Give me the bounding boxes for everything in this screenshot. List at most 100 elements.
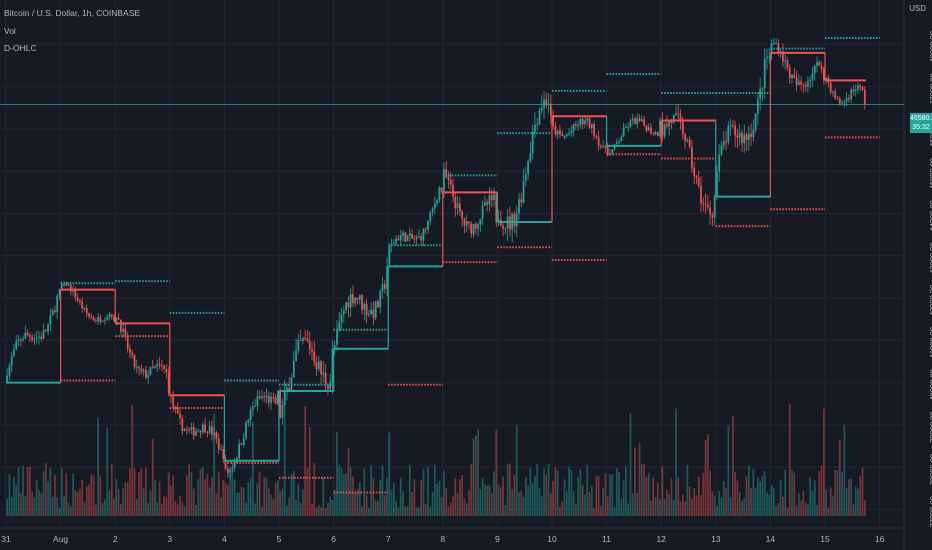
candle-body bbox=[222, 449, 225, 459]
candle-body bbox=[822, 68, 825, 81]
volume-bar bbox=[308, 427, 311, 516]
candle-body bbox=[456, 203, 459, 209]
volume-bar bbox=[26, 467, 29, 516]
volume-legend[interactable]: Vol bbox=[4, 26, 16, 36]
candle-body bbox=[267, 395, 270, 403]
candle-body bbox=[604, 146, 607, 148]
candle-body bbox=[249, 410, 252, 421]
candle-body bbox=[15, 341, 18, 350]
candle-body bbox=[759, 88, 762, 99]
candle-body bbox=[854, 90, 857, 92]
volume-bar bbox=[438, 480, 441, 516]
last-price-value: 46580.28 bbox=[910, 115, 932, 122]
candle-body bbox=[745, 134, 748, 141]
time-tick-label: 15 bbox=[820, 534, 830, 544]
candle-body bbox=[802, 84, 805, 86]
volume-bar bbox=[545, 474, 548, 516]
candle-body bbox=[258, 396, 261, 399]
volume-bar bbox=[397, 506, 400, 516]
candle-body bbox=[445, 169, 448, 178]
candle-body bbox=[643, 119, 646, 126]
volume-bar bbox=[832, 495, 834, 516]
volume-bar bbox=[295, 499, 297, 516]
volume-bar bbox=[242, 487, 245, 516]
candle-body bbox=[60, 283, 63, 290]
volume-bar bbox=[677, 477, 680, 516]
candle-body bbox=[363, 303, 366, 310]
volume-bar bbox=[588, 492, 591, 516]
candle-body bbox=[58, 289, 61, 296]
volume-bar bbox=[408, 465, 411, 516]
volume-bar bbox=[17, 466, 20, 516]
volume-bar bbox=[15, 484, 18, 516]
volume-bar bbox=[727, 425, 730, 516]
candle-body bbox=[188, 429, 191, 431]
volume-bar bbox=[729, 497, 732, 516]
time-tick-label: 13 bbox=[711, 534, 721, 544]
candle-body bbox=[199, 430, 202, 433]
symbol-title[interactable]: Bitcoin / U.S. Dollar, 1h, COINBASE bbox=[4, 8, 141, 18]
volume-bar bbox=[693, 488, 696, 516]
candle-body bbox=[650, 127, 652, 134]
candle-body bbox=[686, 139, 689, 142]
price-tick-label: 42000.00 bbox=[928, 285, 932, 316]
volume-bar bbox=[135, 498, 138, 516]
candle-body bbox=[556, 130, 559, 135]
candle-body bbox=[311, 349, 313, 352]
volume-bar bbox=[383, 495, 386, 516]
volume-bar bbox=[631, 493, 634, 516]
candle-body bbox=[663, 124, 666, 137]
candle-body bbox=[747, 133, 750, 141]
volume-bar bbox=[381, 465, 384, 516]
volume-bar bbox=[317, 504, 320, 516]
volume-bar bbox=[827, 507, 830, 516]
candle-body bbox=[408, 233, 411, 236]
volume-bar bbox=[249, 477, 252, 516]
volume-bar bbox=[13, 477, 15, 516]
indicator-legend[interactable]: D-OHLC bbox=[4, 43, 37, 53]
candle-body bbox=[213, 432, 216, 435]
volume-bar bbox=[190, 471, 193, 516]
volume-bar bbox=[324, 507, 327, 516]
volume-bar bbox=[431, 492, 434, 516]
candle-body bbox=[834, 91, 837, 99]
candle-body bbox=[449, 180, 452, 185]
candle-body bbox=[231, 467, 234, 469]
volume-bar bbox=[474, 435, 477, 516]
volume-bar bbox=[461, 475, 464, 516]
candle-body bbox=[133, 355, 136, 368]
candle-body bbox=[522, 180, 525, 203]
candle-body bbox=[734, 125, 737, 136]
volume-bar bbox=[24, 495, 27, 516]
candle-body bbox=[49, 315, 52, 325]
candle-body bbox=[431, 208, 434, 213]
candle-body bbox=[22, 338, 24, 341]
candle-body bbox=[654, 131, 657, 135]
volume-bar bbox=[361, 505, 363, 516]
volume-bar bbox=[69, 506, 72, 516]
price-tick-label: 38000.00 bbox=[928, 454, 932, 485]
volume-bar bbox=[297, 484, 300, 516]
candle-body bbox=[126, 335, 129, 350]
candle-body bbox=[443, 169, 445, 193]
volume-bar bbox=[691, 498, 693, 516]
volume-bar bbox=[527, 485, 529, 516]
candle-body bbox=[540, 107, 543, 111]
volume-bar bbox=[481, 477, 484, 516]
volume-bar bbox=[848, 479, 850, 516]
volume-bar bbox=[493, 471, 495, 516]
candle-body bbox=[588, 118, 591, 129]
candle-body bbox=[829, 82, 832, 93]
candle-body bbox=[190, 427, 193, 430]
time-tick-label: 12 bbox=[656, 534, 666, 544]
volume-bar bbox=[149, 490, 152, 516]
volume-bar bbox=[449, 502, 452, 516]
candle-body bbox=[777, 43, 780, 53]
volume-bar bbox=[597, 476, 600, 516]
candle-body bbox=[113, 316, 115, 322]
volume-bar bbox=[204, 479, 206, 516]
candle-body bbox=[33, 338, 36, 340]
price-tick-label: 47000.00 bbox=[928, 73, 932, 104]
candle-body bbox=[429, 212, 432, 221]
